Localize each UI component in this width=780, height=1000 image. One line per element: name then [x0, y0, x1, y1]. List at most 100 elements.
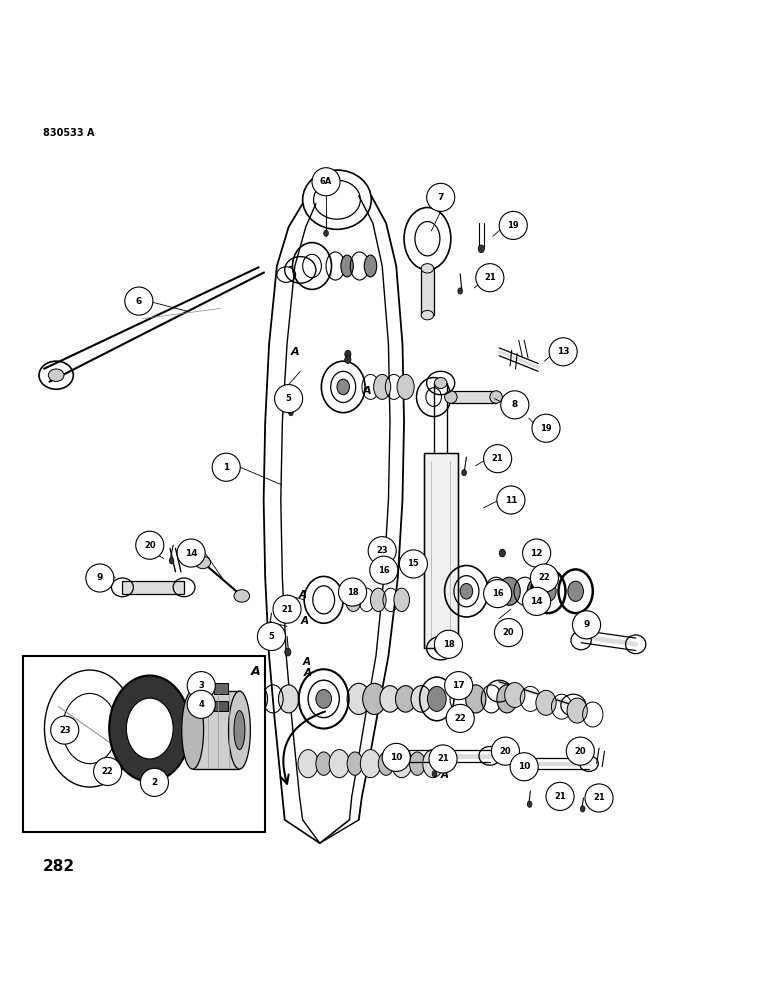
Ellipse shape	[466, 685, 486, 713]
Bar	[23, 656, 265, 831]
Ellipse shape	[234, 711, 245, 750]
Text: 23: 23	[377, 546, 388, 555]
Text: A: A	[441, 770, 448, 780]
Ellipse shape	[580, 806, 585, 812]
Ellipse shape	[392, 750, 412, 778]
Circle shape	[273, 595, 301, 623]
Ellipse shape	[345, 350, 351, 358]
Text: 7: 7	[438, 193, 444, 202]
Circle shape	[257, 622, 285, 651]
Text: 22: 22	[538, 574, 551, 582]
Ellipse shape	[345, 356, 351, 363]
Circle shape	[585, 784, 613, 812]
Ellipse shape	[346, 588, 361, 612]
Circle shape	[501, 391, 529, 419]
Text: 21: 21	[491, 454, 504, 463]
Circle shape	[484, 580, 512, 608]
Text: 830533 A: 830533 A	[43, 128, 94, 138]
Circle shape	[499, 211, 527, 239]
Ellipse shape	[169, 558, 174, 564]
Bar	[421, 268, 434, 315]
Circle shape	[368, 537, 396, 565]
Ellipse shape	[229, 691, 250, 769]
Text: A: A	[303, 657, 310, 667]
Text: 282: 282	[43, 859, 75, 874]
Text: A: A	[300, 616, 308, 626]
Text: 6: 6	[136, 297, 142, 306]
Text: 22: 22	[454, 714, 466, 723]
Text: 13: 13	[557, 347, 569, 356]
Ellipse shape	[337, 379, 349, 395]
Text: 1: 1	[223, 463, 229, 472]
Ellipse shape	[316, 752, 332, 775]
Text: 3: 3	[198, 681, 204, 690]
Text: 9: 9	[97, 574, 103, 582]
Circle shape	[427, 183, 455, 211]
Circle shape	[125, 287, 153, 315]
Circle shape	[177, 539, 205, 567]
Circle shape	[549, 338, 577, 366]
Ellipse shape	[378, 752, 394, 775]
Text: 6A: 6A	[320, 177, 332, 186]
Circle shape	[434, 630, 463, 658]
Ellipse shape	[421, 310, 434, 320]
Ellipse shape	[458, 288, 463, 294]
Ellipse shape	[527, 801, 532, 807]
Text: A: A	[290, 347, 300, 357]
Ellipse shape	[374, 374, 391, 399]
Circle shape	[484, 445, 512, 473]
Text: 8: 8	[512, 400, 518, 409]
Text: 5: 5	[268, 632, 275, 641]
Circle shape	[546, 782, 574, 810]
Text: 16: 16	[378, 566, 390, 575]
Ellipse shape	[126, 698, 173, 759]
Ellipse shape	[478, 245, 484, 253]
Ellipse shape	[360, 750, 381, 778]
Ellipse shape	[234, 590, 250, 602]
Bar	[214, 683, 228, 694]
Circle shape	[275, 385, 303, 413]
Circle shape	[476, 264, 504, 292]
Text: 15: 15	[407, 559, 420, 568]
Ellipse shape	[247, 685, 268, 713]
Ellipse shape	[394, 588, 410, 612]
Text: 19: 19	[508, 221, 519, 230]
Ellipse shape	[316, 690, 332, 708]
Ellipse shape	[347, 752, 363, 775]
Ellipse shape	[285, 648, 291, 656]
Text: A: A	[362, 386, 371, 396]
Text: 20: 20	[575, 747, 586, 756]
Bar	[451, 391, 496, 403]
Ellipse shape	[347, 683, 370, 714]
Ellipse shape	[410, 752, 425, 775]
Circle shape	[495, 619, 523, 647]
Circle shape	[187, 672, 215, 700]
Text: 10: 10	[518, 762, 530, 771]
Circle shape	[446, 704, 474, 732]
Circle shape	[382, 743, 410, 771]
Circle shape	[566, 737, 594, 765]
Text: 10: 10	[390, 753, 402, 762]
Bar	[193, 691, 239, 769]
Text: 9: 9	[583, 620, 590, 629]
Text: 20: 20	[500, 747, 511, 756]
Circle shape	[532, 414, 560, 442]
Text: 21: 21	[437, 754, 449, 763]
Text: 21: 21	[484, 273, 496, 282]
Ellipse shape	[397, 374, 414, 399]
Ellipse shape	[497, 685, 517, 713]
Text: 5: 5	[285, 394, 292, 403]
Ellipse shape	[298, 750, 318, 778]
Bar	[214, 701, 228, 711]
Ellipse shape	[411, 686, 431, 712]
Text: 14: 14	[185, 549, 197, 558]
FancyArrowPatch shape	[281, 712, 325, 784]
Circle shape	[51, 716, 79, 744]
Ellipse shape	[395, 686, 416, 712]
Ellipse shape	[434, 378, 447, 388]
Ellipse shape	[329, 750, 349, 778]
Bar	[424, 453, 458, 648]
Ellipse shape	[182, 691, 204, 769]
Ellipse shape	[568, 581, 583, 601]
Ellipse shape	[423, 750, 443, 778]
